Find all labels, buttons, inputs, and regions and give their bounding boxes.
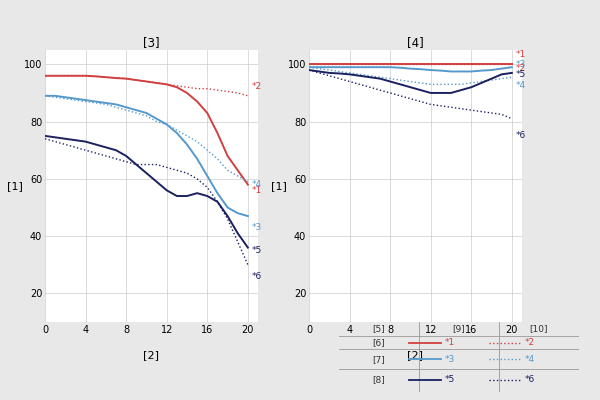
- Text: *6: *6: [516, 131, 526, 140]
- Text: [1]: [1]: [271, 181, 287, 191]
- Text: [1]: [1]: [7, 181, 23, 191]
- Text: *1: *1: [516, 50, 526, 59]
- Text: [7]: [7]: [373, 355, 385, 364]
- Text: *2: *2: [516, 64, 526, 73]
- Text: *1: *1: [445, 338, 455, 347]
- Text: [6]: [6]: [373, 338, 385, 347]
- Text: [9]: [9]: [452, 324, 466, 334]
- Text: *6: *6: [524, 375, 535, 384]
- Text: *5: *5: [516, 70, 526, 79]
- Text: *3: *3: [516, 60, 526, 69]
- Text: [5]: [5]: [373, 324, 385, 334]
- Text: *6: *6: [252, 272, 262, 281]
- Text: *1: *1: [252, 186, 262, 195]
- Text: [2]: [2]: [143, 350, 160, 360]
- Text: *5: *5: [445, 375, 455, 384]
- Text: *2: *2: [524, 338, 535, 347]
- Text: *4: *4: [524, 355, 535, 364]
- Text: *3: *3: [252, 223, 262, 232]
- Text: *4: *4: [516, 81, 526, 90]
- Text: [2]: [2]: [407, 350, 424, 360]
- Title: [4]: [4]: [407, 36, 424, 49]
- Text: [10]: [10]: [530, 324, 548, 334]
- Title: [3]: [3]: [143, 36, 160, 49]
- Text: *5: *5: [252, 246, 262, 255]
- Text: [8]: [8]: [373, 375, 385, 384]
- Text: *2: *2: [252, 82, 262, 91]
- Text: *3: *3: [445, 355, 455, 364]
- Text: *4: *4: [252, 180, 262, 189]
